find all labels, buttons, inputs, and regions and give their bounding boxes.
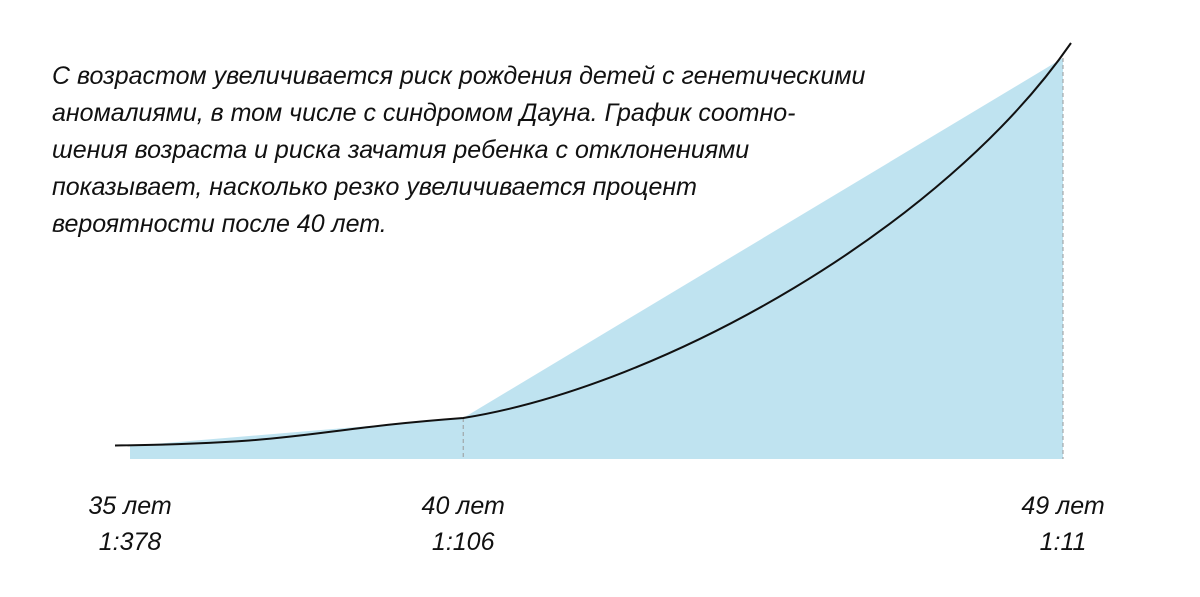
age-tick-label: 40 лет <box>422 492 505 520</box>
age-guide-layer <box>462 58 1064 459</box>
risk-ratio-label: 1:378 <box>99 528 162 556</box>
risk-curve <box>114 42 1072 447</box>
tick-label-layer: 35 лет 1:378 40 лет 1:106 49 лет 1:11 <box>88 492 1104 556</box>
risk-curve-layer <box>114 42 1072 447</box>
chart-caption: С возрастом увеличивается риск рождения … <box>52 62 866 238</box>
risk-area-layer <box>130 58 1063 459</box>
age-tick-label: 49 лет <box>1021 492 1104 520</box>
age-tick-label: 35 лет <box>88 492 171 520</box>
risk-ratio-label: 1:11 <box>1040 528 1087 556</box>
risk-area <box>130 58 1063 459</box>
risk-ratio-label: 1:106 <box>432 528 495 556</box>
